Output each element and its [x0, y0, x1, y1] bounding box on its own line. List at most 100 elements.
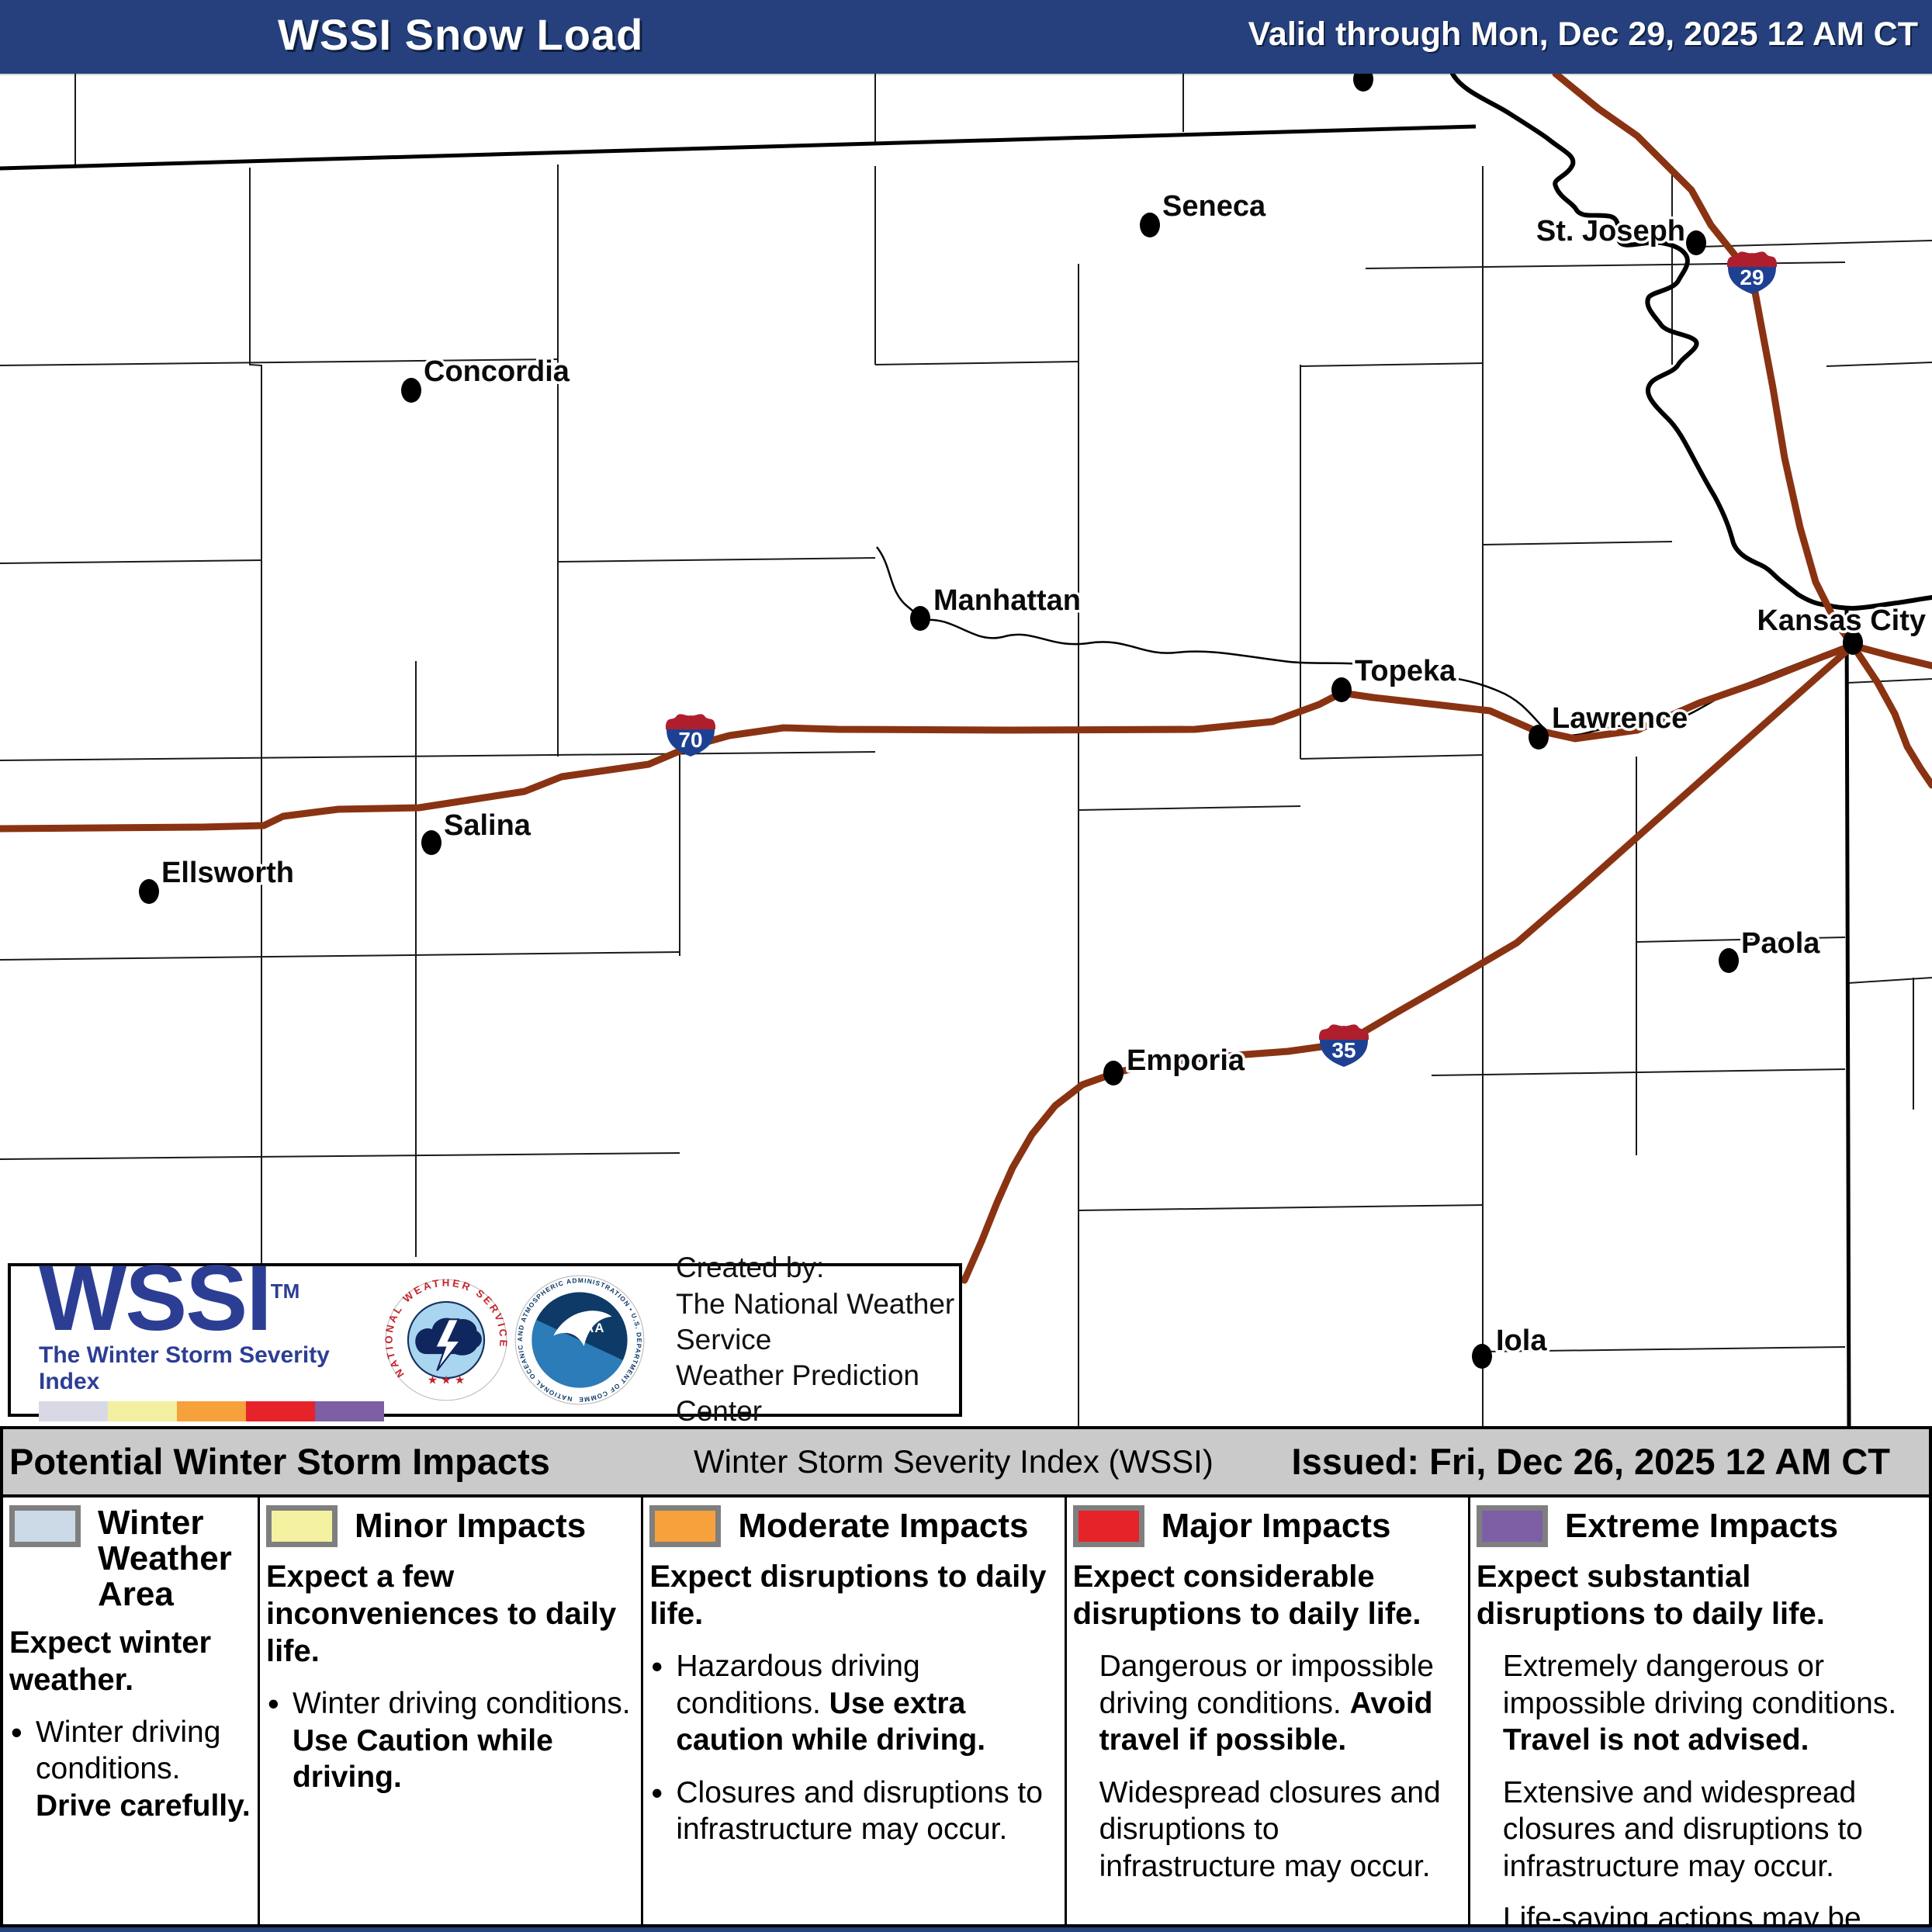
nws-logo-icon: NATIONAL WEATHER SERVICE ★ ★ ★: [384, 1278, 507, 1401]
wssi-scale-swatch-0: [39, 1401, 108, 1421]
city-label-topeka: Topeka: [1355, 655, 1456, 687]
valid-through-text: Valid through Mon, Dec 29, 2025 12 AM CT: [1248, 16, 1918, 53]
legend-item: Widespread closures and disruptions to i…: [1099, 1775, 1441, 1883]
interstate-29-shield-icon: 29: [1727, 251, 1777, 294]
city-label-kansas-city: Kansas City: [1757, 604, 1926, 637]
legend-col-minor-impacts: Minor Impacts Expect a few inconveniences…: [260, 1497, 644, 1927]
logo-box: WSSITM The Winter Storm Severity Index N…: [8, 1252, 962, 1427]
svg-text:70: 70: [678, 728, 702, 752]
city-dot-lawrence: [1529, 725, 1549, 750]
wssi-tagline: The Winter Storm Severity Index: [39, 1342, 330, 1394]
highway-southeast-road: [1849, 642, 1932, 789]
trademark-symbol: TM: [270, 1279, 300, 1303]
created-by-text: Created by: The National Weather Service…: [676, 1250, 959, 1429]
created-by-line3: Weather Prediction Center: [676, 1359, 919, 1428]
noaa-text: NOAA: [563, 1321, 605, 1335]
legend-item: Closures and disruptions to infrastructu…: [649, 1773, 1058, 1848]
issued-text: Issued: Fri, Dec 26, 2025 12 AM CT: [1291, 1441, 1890, 1482]
legend-col-winter-weather-area: Winter Weather Area Expect winter weather…: [3, 1497, 260, 1927]
legend-title: Winter Weather Area: [98, 1504, 232, 1614]
legend-swatch-minor: [265, 1505, 338, 1547]
wssi-color-scale: [39, 1401, 384, 1421]
legend-swatch-extreme: [1476, 1505, 1548, 1547]
wssi-scale-swatch-1: [108, 1401, 177, 1421]
svg-text:29: 29: [1740, 265, 1764, 289]
page-title: WSSI Snow Load: [278, 10, 644, 59]
legend-item: Extensive and widespread closures and di…: [1502, 1775, 1863, 1883]
legend-intro: Expect winter weather.: [9, 1625, 212, 1697]
legend-swatch-major: [1072, 1505, 1144, 1547]
legend-intro: Expect disruptions to daily life.: [649, 1560, 1047, 1631]
city-label-manhattan: Manhattan: [933, 584, 1081, 617]
city-dot-emporia: [1103, 1061, 1124, 1085]
legend-item: Hazardous driving conditions. Use extra …: [649, 1646, 1058, 1759]
nebraska-border: [0, 124, 1477, 171]
city-dot-concordia: [401, 378, 421, 403]
shield-layer: 29 70 35: [666, 251, 1777, 1067]
city-label-salina: Salina: [444, 809, 531, 842]
city-label-ellsworth: Ellsworth: [161, 857, 294, 889]
legend-intro: Expect substantial disruptions to daily …: [1476, 1560, 1825, 1631]
wssi-logo: WSSITM The Winter Storm Severity Index: [11, 1252, 384, 1421]
missouri-river: [1450, 74, 1932, 611]
legend-col-moderate-impacts: Moderate Impacts Expect disruptions to da…: [643, 1497, 1067, 1927]
city-layer: Seneca St. Joseph Concordia Manhattan Topeka…: [139, 74, 1929, 1369]
svg-text:★ ★ ★: ★ ★ ★: [428, 1374, 465, 1387]
interstate-70-road: [0, 642, 1932, 833]
created-by-line2: The National Weather Service: [676, 1287, 955, 1356]
city-label-concordia: Concordia: [424, 355, 570, 388]
interstate-35-shield-icon: 35: [1319, 1024, 1369, 1067]
legend-item: Life-saving actions may be needed.: [1502, 1902, 1861, 1932]
info-bar: Potential Winter Storm Impacts Winter St…: [3, 1429, 1929, 1497]
header-bar: WSSI Snow Load Valid through Mon, Dec 29…: [0, 0, 1932, 75]
bottom-frame: Potential Winter Storm Impacts Winter St…: [0, 1426, 1932, 1932]
kansas-river: [876, 546, 1847, 737]
weather-map: Seneca St. Joseph Concordia Manhattan Topeka…: [0, 74, 1932, 1426]
city-label-st-joseph: St. Joseph: [1536, 215, 1685, 248]
interstate-70-shield-icon: 70: [666, 714, 715, 757]
county-lines: [0, 74, 1932, 1426]
legend-col-extreme-impacts: Extreme Impacts Expect substantial disrup…: [1470, 1497, 1929, 1932]
city-dot-paola: [1719, 948, 1739, 973]
legend-intro: Expect a few inconveniences to daily lif…: [265, 1560, 617, 1668]
city-dot-salina: [421, 830, 441, 855]
legend-col-major-impacts: Major Impacts Expect considerable disrupt…: [1067, 1497, 1470, 1927]
legend-title: Extreme Impacts: [1564, 1506, 1839, 1545]
wssi-wordmark: WSSI: [39, 1246, 272, 1350]
interstate-35-road: [961, 642, 1857, 1284]
city-dot-ellsworth: [139, 879, 159, 904]
legend-title: Major Impacts: [1161, 1506, 1391, 1545]
wssi-scale-swatch-3: [246, 1401, 315, 1421]
city-label-seneca: Seneca: [1162, 190, 1266, 223]
city-dot-unlabeled-0: [1353, 74, 1373, 92]
wssi-scale-swatch-2: [177, 1401, 246, 1421]
noaa-logo-icon: NOAA NATIONAL OCEANIC AND ATMOSPHERIC AD…: [514, 1275, 645, 1405]
legend-swatch-winter: [9, 1505, 81, 1547]
legend: Winter Weather Area Expect winter weather…: [3, 1497, 1929, 1932]
info-bar-title: Potential Winter Storm Impacts: [9, 1441, 550, 1482]
kansas-missouri-border: [1844, 609, 1851, 1426]
created-by-line1: Created by:: [676, 1252, 825, 1284]
legend-item: Dangerous or impossible driving conditio…: [1099, 1650, 1434, 1757]
svg-text:35: 35: [1331, 1038, 1356, 1062]
state-borders: [0, 74, 1932, 1426]
legend-item: Extremely dangerous or impossible drivin…: [1502, 1650, 1897, 1757]
legend-intro: Expect considerable disruptions to daily…: [1072, 1560, 1421, 1631]
city-label-paola: Paola: [1741, 927, 1820, 960]
city-dot-st-joseph: [1686, 230, 1706, 255]
city-dot-iola: [1472, 1344, 1492, 1369]
legend-title: Moderate Impacts: [738, 1506, 1029, 1545]
bottom-navy-strip: [0, 1927, 1932, 1932]
highways: [0, 74, 1932, 1284]
city-dot-seneca: [1140, 213, 1160, 237]
legend-item: Winter driving conditions. Drive careful…: [9, 1712, 251, 1825]
city-dot-kansas-city: [1843, 630, 1863, 655]
city-dot-topeka: [1331, 677, 1352, 702]
legend-swatch-moderate: [649, 1505, 722, 1547]
city-label-emporia: Emporia: [1127, 1044, 1245, 1077]
info-bar-subtitle: Winter Storm Severity Index (WSSI): [694, 1443, 1214, 1480]
city-label-iola: Iola: [1496, 1324, 1547, 1357]
city-label-lawrence: Lawrence: [1552, 702, 1688, 735]
wssi-scale-swatch-4: [315, 1401, 384, 1421]
